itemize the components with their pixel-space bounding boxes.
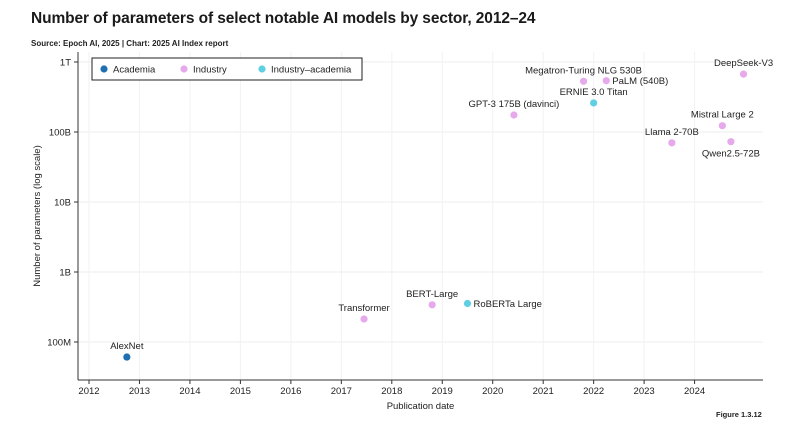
x-tick-label: 2019 (432, 386, 453, 397)
data-point-label: BERT-Large (406, 289, 458, 300)
data-point-label: RoBERTa Large (473, 299, 541, 310)
data-point-label: AlexNet (110, 341, 144, 352)
data-point (602, 77, 610, 85)
x-axis-title: Publication date (387, 401, 455, 412)
legend-swatch (100, 65, 108, 73)
data-point-label: DeepSeek-V3 (714, 58, 773, 69)
data-point (123, 353, 131, 361)
x-tick-label: 2020 (482, 386, 503, 397)
data-point-label: Transformer (338, 303, 389, 314)
x-axis-ticks: 2012 2013 2014 2015 2016 2017 2018 2019 2020 2021… (78, 380, 705, 397)
legend-swatch (180, 65, 188, 73)
figure-number: Figure 1.3.12 (716, 410, 762, 419)
y-tick-label: 10B (54, 198, 71, 209)
x-tick-label: 2012 (78, 386, 99, 397)
x-tick-label: 2023 (634, 386, 655, 397)
legend-swatch (258, 65, 266, 73)
data-point-label: Llama 2-70B (645, 127, 699, 138)
x-tick-label: 2017 (331, 386, 352, 397)
x-tick-label: 2013 (129, 386, 150, 397)
data-point (727, 138, 735, 146)
data-point (718, 122, 726, 130)
data-point (590, 99, 598, 107)
data-points: AlexNet Transformer BERT-Large GPT-3 175B (… (110, 58, 773, 361)
data-point-label: Megatron-Turing NLG 530B (525, 65, 642, 76)
data-point (510, 111, 518, 119)
y-axis-title: Number of parameters (log scale) (32, 145, 43, 287)
legend-label: Academia (113, 65, 156, 76)
chart-source: Source: Epoch AI, 2025 | Chart: 2025 AI … (31, 39, 229, 48)
data-point (739, 70, 748, 78)
axes (77, 52, 763, 381)
legend: Academia Industry Industry–academia (91, 57, 363, 81)
data-point (668, 139, 676, 147)
chart-title: Number of parameters of select notable A… (31, 10, 536, 27)
data-point-label: Mistral Large 2 (691, 110, 754, 121)
y-tick-label: 100M (47, 338, 71, 349)
legend-label: Industry–academia (271, 65, 352, 76)
data-point (428, 301, 436, 309)
grid-lines (78, 52, 763, 380)
x-tick-label: 2014 (179, 386, 200, 397)
x-tick-label: 2016 (280, 386, 301, 397)
data-point-label: GPT-3 175B (davinci) (469, 99, 560, 110)
x-tick-label: 2018 (381, 386, 402, 397)
x-tick-label: 2024 (684, 386, 705, 397)
x-tick-label: 2015 (230, 386, 251, 397)
legend-label: Industry (193, 65, 227, 76)
data-point-label: PaLM (540B) (612, 76, 668, 87)
data-point (360, 315, 368, 323)
data-point-label: Qwen2.5-72B (702, 149, 760, 160)
data-point-label: ERNIE 3.0 Titan (560, 87, 628, 98)
data-point (463, 299, 472, 308)
y-tick-label: 1T (60, 58, 71, 69)
data-point (579, 77, 588, 85)
y-tick-label: 100B (49, 128, 71, 139)
y-tick-label: 1B (59, 268, 71, 279)
y-axis-ticks: 100M 1B 10B 100B 1T (47, 58, 78, 349)
x-tick-label: 2021 (533, 386, 554, 397)
legend-box (91, 57, 363, 81)
x-tick-label: 2022 (583, 386, 604, 397)
